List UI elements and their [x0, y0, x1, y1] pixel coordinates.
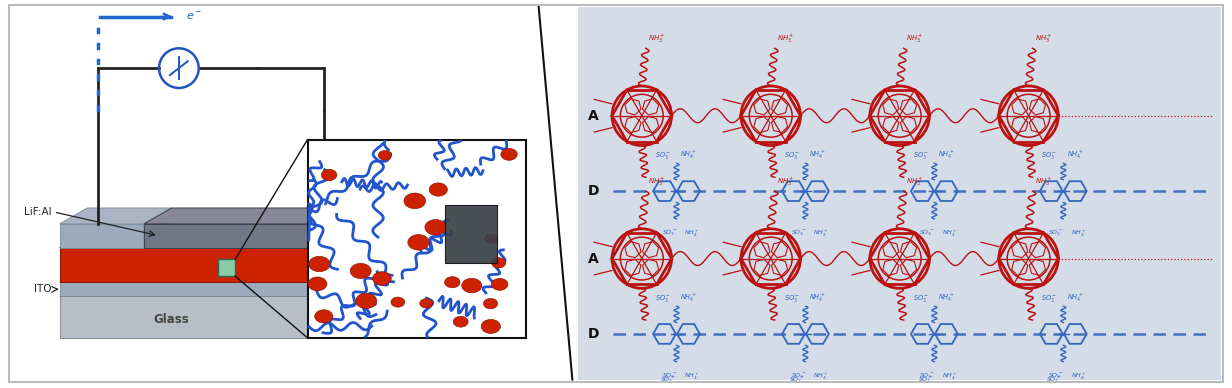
Ellipse shape	[314, 310, 333, 323]
Ellipse shape	[322, 169, 336, 181]
Bar	[578, 7, 1221, 379]
Ellipse shape	[482, 319, 500, 333]
Text: D: D	[588, 184, 599, 198]
Polygon shape	[59, 282, 308, 296]
Text: $NH_4^+$: $NH_4^+$	[942, 229, 958, 239]
Ellipse shape	[425, 220, 446, 235]
Polygon shape	[59, 248, 308, 282]
Ellipse shape	[350, 263, 371, 279]
Bar	[445, 205, 496, 263]
Ellipse shape	[378, 151, 392, 160]
Text: $NH_3^+$: $NH_3^+$	[648, 176, 665, 188]
Text: $SO_3^-$: $SO_3^-$	[784, 151, 800, 161]
Ellipse shape	[484, 234, 498, 244]
Text: $NH_3^+$: $NH_3^+$	[776, 176, 795, 188]
Polygon shape	[59, 208, 171, 224]
Text: $SO_3^-$: $SO_3^-$	[1048, 229, 1063, 238]
Text: $SO_3^-$: $SO_3^-$	[1041, 293, 1057, 304]
Ellipse shape	[391, 297, 405, 307]
Text: D: D	[588, 327, 599, 341]
Polygon shape	[59, 267, 335, 282]
Polygon shape	[308, 267, 335, 296]
Text: $NH_4^+$: $NH_4^+$	[809, 292, 827, 304]
Text: $NH_4^+$: $NH_4^+$	[809, 149, 827, 161]
Text: $SO_3^-$: $SO_3^-$	[1048, 372, 1063, 381]
Ellipse shape	[501, 148, 517, 160]
Ellipse shape	[404, 193, 425, 209]
Ellipse shape	[308, 277, 326, 291]
Ellipse shape	[453, 316, 468, 327]
Text: $SO_3^-$: $SO_3^-$	[791, 372, 806, 381]
Polygon shape	[59, 232, 335, 248]
Text: $SO_3^-$: $SO_3^-$	[1041, 151, 1057, 161]
Text: $SO_3^-$: $SO_3^-$	[788, 376, 804, 385]
Bar	[218, 259, 235, 276]
Bar	[308, 140, 526, 338]
Text: $SO_3^-$: $SO_3^-$	[654, 151, 671, 161]
Text: $SO_3^-$: $SO_3^-$	[662, 229, 676, 238]
Text: $e^-$: $e^-$	[186, 11, 202, 22]
Ellipse shape	[492, 278, 508, 290]
Text: $NH_4^+$: $NH_4^+$	[939, 149, 955, 161]
Text: LiF:Al: LiF:Al	[25, 207, 52, 217]
Text: $NH_4^+$: $NH_4^+$	[680, 149, 697, 161]
Text: $SO_3^-$: $SO_3^-$	[913, 293, 929, 304]
Text: ITO: ITO	[34, 284, 52, 294]
Text: $SO_3^-$: $SO_3^-$	[1046, 376, 1062, 385]
Ellipse shape	[492, 258, 505, 268]
Ellipse shape	[309, 256, 330, 272]
Polygon shape	[308, 208, 335, 248]
Polygon shape	[59, 224, 144, 248]
Text: $NH_4^+$: $NH_4^+$	[813, 229, 829, 239]
Polygon shape	[59, 296, 308, 338]
Text: A: A	[588, 109, 599, 123]
Text: $SO_3^-$: $SO_3^-$	[662, 372, 676, 381]
Text: $NH_4^+$: $NH_4^+$	[939, 292, 955, 304]
Polygon shape	[144, 208, 171, 248]
Text: $NH_4^+$: $NH_4^+$	[1072, 229, 1087, 239]
Text: $NH_4^+$: $NH_4^+$	[685, 372, 700, 382]
Text: $NH_4^+$: $NH_4^+$	[680, 292, 697, 304]
Text: $SO_3^-$: $SO_3^-$	[654, 293, 671, 304]
Ellipse shape	[420, 299, 432, 308]
Polygon shape	[59, 281, 335, 296]
Text: Glass: Glass	[153, 313, 188, 326]
Polygon shape	[308, 232, 335, 282]
Text: $SO_3^-$: $SO_3^-$	[919, 229, 935, 238]
Text: $NH_3^+$: $NH_3^+$	[906, 33, 923, 45]
Polygon shape	[144, 224, 308, 248]
Text: $SO_3^-$: $SO_3^-$	[913, 151, 929, 161]
Ellipse shape	[462, 278, 482, 293]
Text: $NH_3^+$: $NH_3^+$	[648, 33, 665, 45]
Text: $NH_4^+$: $NH_4^+$	[942, 372, 958, 382]
Text: $NH_3^+$: $NH_3^+$	[1035, 176, 1052, 188]
Text: A: A	[588, 251, 599, 265]
Text: $NH_3^+$: $NH_3^+$	[1035, 33, 1052, 45]
Text: $NH_4^+$: $NH_4^+$	[1067, 292, 1084, 304]
Text: $SO_3^-$: $SO_3^-$	[791, 229, 806, 238]
Ellipse shape	[429, 183, 447, 196]
Polygon shape	[144, 208, 335, 224]
Text: $NH_4^+$: $NH_4^+$	[1067, 149, 1084, 161]
Ellipse shape	[483, 298, 498, 309]
Text: $NH_3^+$: $NH_3^+$	[776, 33, 795, 45]
Text: $NH_4^+$: $NH_4^+$	[813, 372, 829, 382]
Ellipse shape	[372, 272, 392, 286]
Text: $NH_4^+$: $NH_4^+$	[685, 229, 700, 239]
Ellipse shape	[408, 234, 429, 250]
Ellipse shape	[445, 277, 460, 288]
Text: $NH_3^+$: $NH_3^+$	[906, 176, 923, 188]
Text: $SO_3^-$: $SO_3^-$	[918, 376, 933, 385]
Text: $SO_3^-$: $SO_3^-$	[659, 376, 675, 385]
Text: $SO_3^-$: $SO_3^-$	[919, 372, 935, 381]
Polygon shape	[308, 281, 335, 338]
Text: $SO_3^-$: $SO_3^-$	[784, 293, 800, 304]
Ellipse shape	[356, 293, 377, 308]
Text: $NH_4^+$: $NH_4^+$	[1072, 372, 1087, 382]
